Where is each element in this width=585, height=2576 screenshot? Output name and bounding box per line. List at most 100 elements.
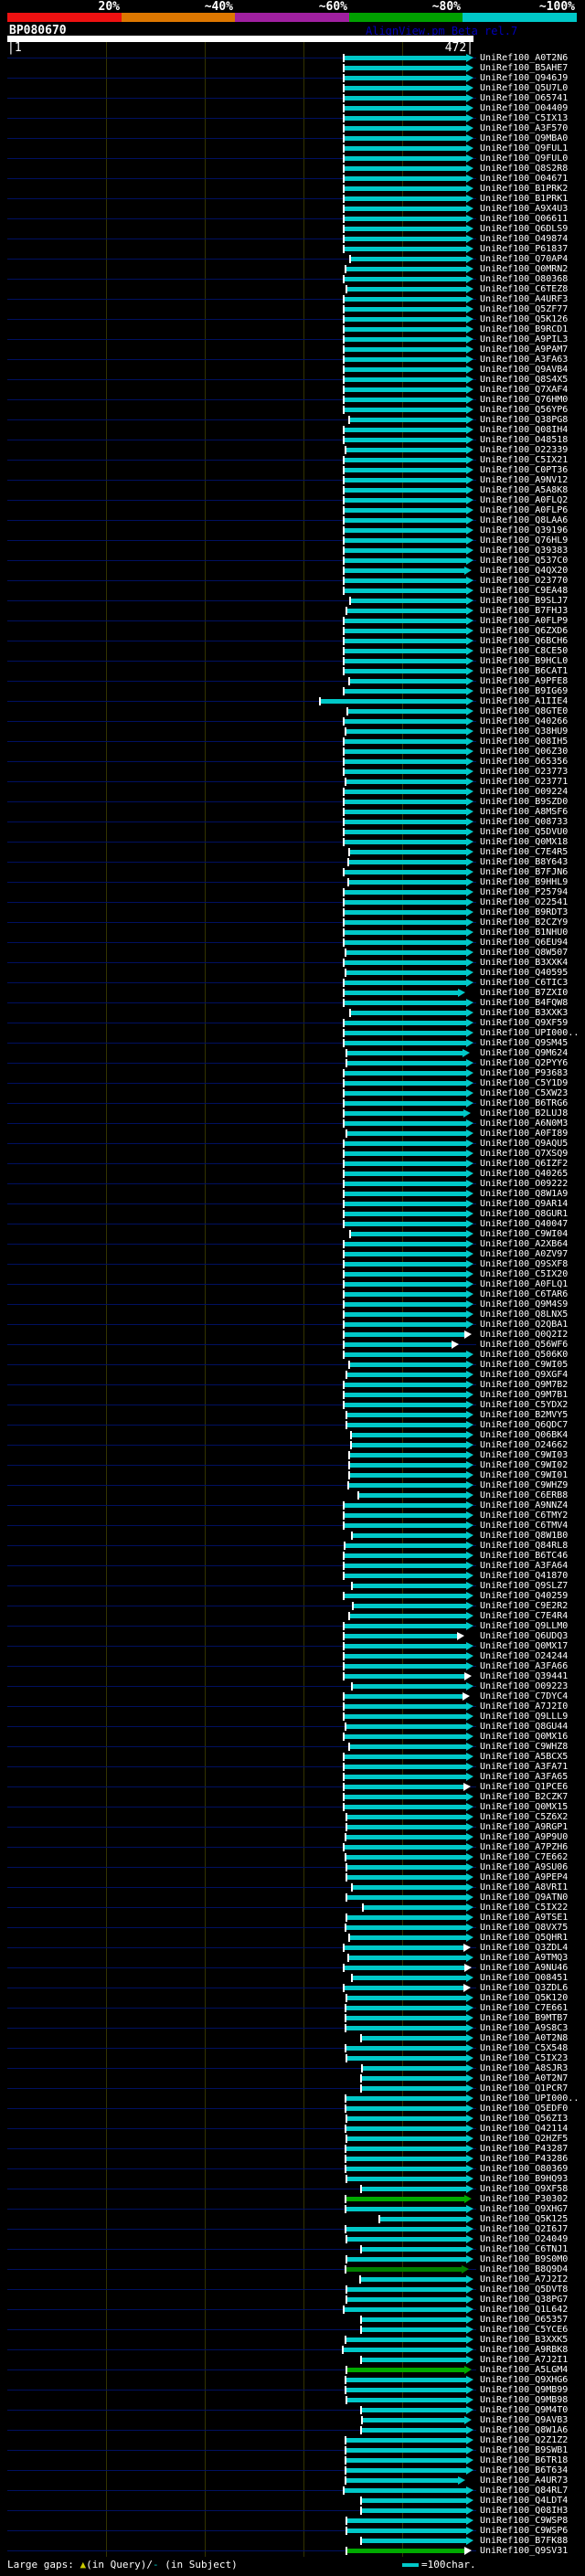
hit-label[interactable]: UniRef100_Q39383 xyxy=(480,546,569,556)
hit-label[interactable]: UniRef100_O09222 xyxy=(480,1179,569,1189)
hit-label[interactable]: UniRef100_B9SLJ7 xyxy=(480,596,569,606)
hit-label[interactable]: UniRef100_Q537C0 xyxy=(480,556,569,566)
hit-label[interactable]: UniRef100_C5X548 xyxy=(480,2043,569,2053)
hit-label[interactable]: UniRef100_B9SZD0 xyxy=(480,797,569,807)
hit-label[interactable]: UniRef100_B9IG69 xyxy=(480,686,569,696)
hit-label[interactable]: UniRef100_O23773 xyxy=(480,767,569,777)
hit-label[interactable]: UniRef100_C7E4R5 xyxy=(480,847,569,857)
hit-label[interactable]: UniRef100_C5IX13 xyxy=(480,113,569,123)
hit-label[interactable]: UniRef100_B6T634 xyxy=(480,2465,569,2475)
hit-label[interactable]: UniRef100_Q5EDF0 xyxy=(480,2104,569,2114)
hit-label[interactable]: UniRef100_B5AHE7 xyxy=(480,63,569,73)
hit-label[interactable]: UniRef100_Q2QBA1 xyxy=(480,1320,569,1330)
hit-label[interactable]: UniRef100_B2LUJ8 xyxy=(480,1108,569,1118)
hit-label[interactable]: UniRef100_B6TR18 xyxy=(480,2455,569,2465)
hit-label[interactable]: UniRef100_Q76HL9 xyxy=(480,535,569,546)
hit-label[interactable]: UniRef100_Q8W1B0 xyxy=(480,1531,569,1541)
hit-label[interactable]: UniRef100_C5IX21 xyxy=(480,455,569,465)
hit-label[interactable]: UniRef100_O23770 xyxy=(480,576,569,586)
hit-label[interactable]: UniRef100_Q06Z30 xyxy=(480,747,569,757)
hit-label[interactable]: UniRef100_C6TIC3 xyxy=(480,978,569,988)
hit-label[interactable]: UniRef100_B9MTB7 xyxy=(480,2013,569,2023)
hit-label[interactable]: UniRef100_A0T2N6 xyxy=(480,53,569,63)
hit-label[interactable]: UniRef100_A6N0M3 xyxy=(480,1118,569,1129)
hit-label[interactable]: UniRef100_C9WSP8 xyxy=(480,2516,569,2526)
hit-label[interactable]: UniRef100_O22339 xyxy=(480,445,569,455)
hit-label[interactable]: UniRef100_Q5K126 xyxy=(480,314,569,324)
hit-label[interactable]: UniRef100_A3FA64 xyxy=(480,1561,569,1571)
hit-label[interactable]: UniRef100_O48518 xyxy=(480,435,569,445)
hit-label[interactable]: UniRef100_Q84RL8 xyxy=(480,1541,569,1551)
hit-label[interactable]: UniRef100_B1PRK1 xyxy=(480,194,569,204)
hit-label[interactable]: UniRef100_Q39196 xyxy=(480,525,569,535)
hit-label[interactable]: UniRef100_Q40595 xyxy=(480,968,569,978)
hit-label[interactable]: UniRef100_A9RBK8 xyxy=(480,2345,569,2355)
hit-label[interactable]: UniRef100_Q56ZI3 xyxy=(480,2114,569,2124)
hit-label[interactable]: UniRef100_A4UR73 xyxy=(480,2475,569,2486)
hit-label[interactable]: UniRef100_Q5K125 xyxy=(480,2214,569,2224)
hit-label[interactable]: UniRef100_Q8W507 xyxy=(480,948,569,958)
hit-label[interactable]: UniRef100_C6TAR6 xyxy=(480,1289,569,1299)
hit-label[interactable]: UniRef100_Q8GUR1 xyxy=(480,1209,569,1219)
hit-label[interactable]: UniRef100_Q9SV31 xyxy=(480,2546,569,2556)
hit-label[interactable]: UniRef100_UPI000.. xyxy=(480,1028,580,1038)
hit-label[interactable]: UniRef100_A5A8K8 xyxy=(480,485,569,495)
hit-label[interactable]: UniRef100_B9HHL9 xyxy=(480,877,569,887)
hit-label[interactable]: UniRef100_C5YCE6 xyxy=(480,2325,569,2335)
hit-label[interactable]: UniRef100_Q0Q2I2 xyxy=(480,1330,569,1340)
hit-label[interactable]: UniRef100_Q9AQU5 xyxy=(480,1139,569,1149)
hit-label[interactable]: UniRef100_Q9XHG6 xyxy=(480,2375,569,2385)
hit-label[interactable]: UniRef100_Q9XGF4 xyxy=(480,1370,569,1380)
hit-label[interactable]: UniRef100_B2MVY5 xyxy=(480,1410,569,1420)
hit-label[interactable]: UniRef100_Q5K120 xyxy=(480,1993,569,2003)
hit-label[interactable]: UniRef100_B1NHU0 xyxy=(480,928,569,938)
hit-label[interactable]: UniRef100_C7E662 xyxy=(480,1852,569,1862)
hit-label[interactable]: UniRef100_Q3ZDL4 xyxy=(480,1943,569,1953)
hit-label[interactable]: UniRef100_A9TSE1 xyxy=(480,1913,569,1923)
hit-label[interactable]: UniRef100_Q4QX20 xyxy=(480,566,569,576)
hit-label[interactable]: UniRef100_A9PAM7 xyxy=(480,345,569,355)
hit-label[interactable]: UniRef100_Q4LDT4 xyxy=(480,2496,569,2506)
hit-label[interactable]: UniRef100_B3XXK4 xyxy=(480,958,569,968)
hit-label[interactable]: UniRef100_Q1L642 xyxy=(480,2305,569,2315)
hit-label[interactable]: UniRef100_C9WSP6 xyxy=(480,2526,569,2536)
hit-label[interactable]: UniRef100_Q9XF58 xyxy=(480,2184,569,2194)
hit-label[interactable]: UniRef100_A0FI89 xyxy=(480,1129,569,1139)
hit-label[interactable]: UniRef100_A8SJR3 xyxy=(480,2063,569,2073)
hit-label[interactable]: UniRef100_C9WI05 xyxy=(480,1360,569,1370)
hit-label[interactable]: UniRef100_Q8W1A6 xyxy=(480,2425,569,2435)
hit-label[interactable]: UniRef100_Q5ZF77 xyxy=(480,304,569,314)
hit-label[interactable]: UniRef100_B7FK88 xyxy=(480,2536,569,2546)
hit-label[interactable]: UniRef100_A9TMQ3 xyxy=(480,1953,569,1963)
hit-label[interactable]: UniRef100_C6ERB8 xyxy=(480,1490,569,1500)
hit-label[interactable]: UniRef100_B3XXK3 xyxy=(480,1008,569,1018)
hit-label[interactable]: UniRef100_O24049 xyxy=(480,2234,569,2244)
hit-label[interactable]: UniRef100_B9RCD1 xyxy=(480,324,569,334)
hit-label[interactable]: UniRef100_Q9AR14 xyxy=(480,1199,569,1209)
hit-label[interactable]: UniRef100_Q76HM0 xyxy=(480,395,569,405)
hit-label[interactable]: UniRef100_Q1PCR7 xyxy=(480,2083,569,2094)
hit-label[interactable]: UniRef100_Q8VX75 xyxy=(480,1923,569,1933)
hit-label[interactable]: UniRef100_O09224 xyxy=(480,787,569,797)
hit-label[interactable]: UniRef100_Q84RL7 xyxy=(480,2486,569,2496)
hit-label[interactable]: UniRef100_Q8GU44 xyxy=(480,1722,569,1732)
hit-label[interactable]: UniRef100_B6TC46 xyxy=(480,1551,569,1561)
hit-label[interactable]: UniRef100_C9WHZ8 xyxy=(480,1742,569,1752)
hit-label[interactable]: UniRef100_A0FLQ1 xyxy=(480,1279,569,1289)
hit-label[interactable]: UniRef100_C9WI04 xyxy=(480,1229,569,1239)
hit-label[interactable]: UniRef100_C9EA48 xyxy=(480,586,569,596)
hit-label[interactable]: UniRef100_A9PEP4 xyxy=(480,1872,569,1882)
hit-label[interactable]: UniRef100_Q41870 xyxy=(480,1571,569,1581)
hit-label[interactable]: UniRef100_C5Y1D9 xyxy=(480,1078,569,1088)
hit-label[interactable]: UniRef100_C9WI01 xyxy=(480,1470,569,1480)
hit-label[interactable]: UniRef100_O80369 xyxy=(480,2164,569,2174)
hit-label[interactable]: UniRef100_C9WI02 xyxy=(480,1460,569,1470)
hit-label[interactable]: UniRef100_C6TEZ8 xyxy=(480,284,569,294)
hit-label[interactable]: UniRef100_A5LGM4 xyxy=(480,2365,569,2375)
hit-label[interactable]: UniRef100_Q0MX15 xyxy=(480,1802,569,1812)
hit-label[interactable]: UniRef100_A7J2I1 xyxy=(480,2355,569,2365)
hit-label[interactable]: UniRef100_Q5DVT8 xyxy=(480,2284,569,2295)
hit-label[interactable]: UniRef100_O24662 xyxy=(480,1440,569,1450)
hit-label[interactable]: UniRef100_Q06611 xyxy=(480,214,569,224)
hit-label[interactable]: UniRef100_C5YDX2 xyxy=(480,1400,569,1410)
